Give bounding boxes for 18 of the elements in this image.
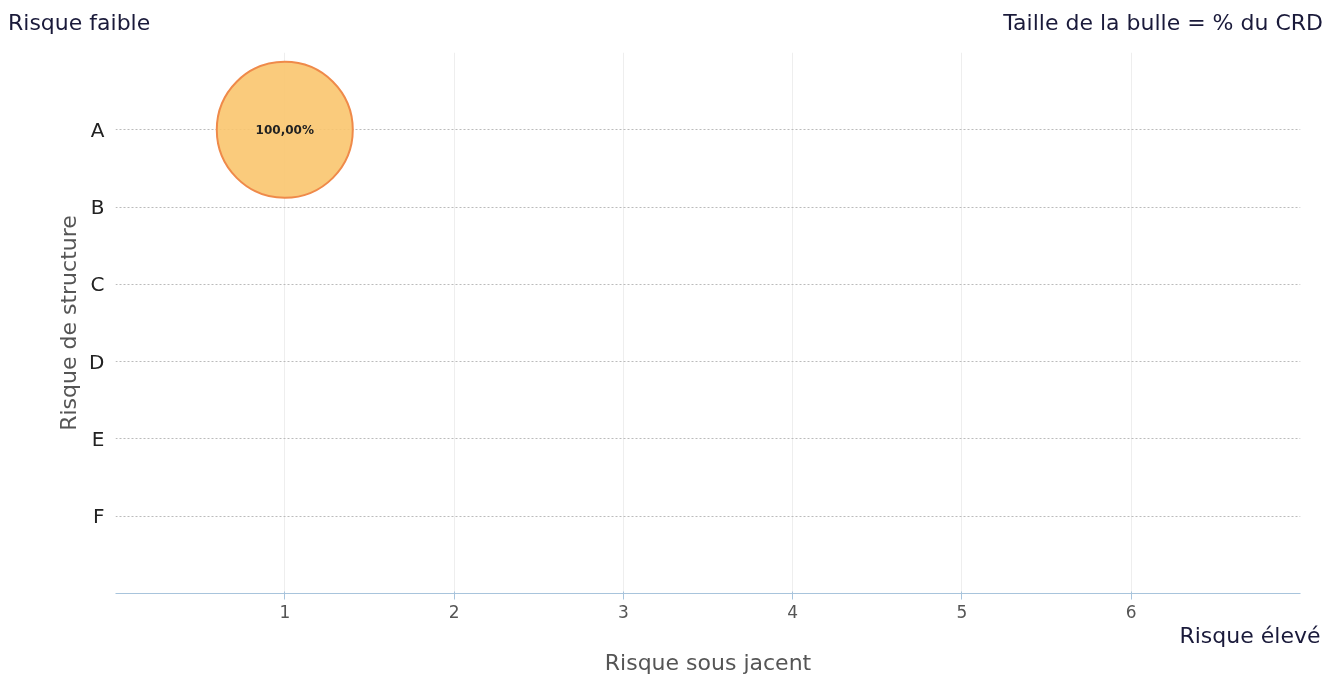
x-tick-label: 1 [279,601,291,622]
y-axis-title: Risque de structure [56,215,82,431]
y-tick-label: F [93,504,105,529]
x-tick-label: 2 [448,601,460,622]
x-tick-label: 5 [956,601,968,622]
y-tick-label: B [90,195,105,220]
y-tick-label: C [90,272,105,297]
x-tick-label: 6 [1125,601,1137,622]
data-label: 100,00% [255,122,314,137]
text: Taille de la bulle = % du CRD [1003,9,1323,37]
x-tick-label: 4 [787,601,799,622]
y-tick-label: D [89,349,105,374]
x-tick-label: 3 [617,601,629,622]
text: Risque élevé [1179,622,1321,648]
text: Risque faible [8,9,151,37]
y-tick-label: A [90,117,105,142]
y-tick-label: E [91,426,105,451]
x-axis-title: Risque sous jacent [604,649,812,675]
